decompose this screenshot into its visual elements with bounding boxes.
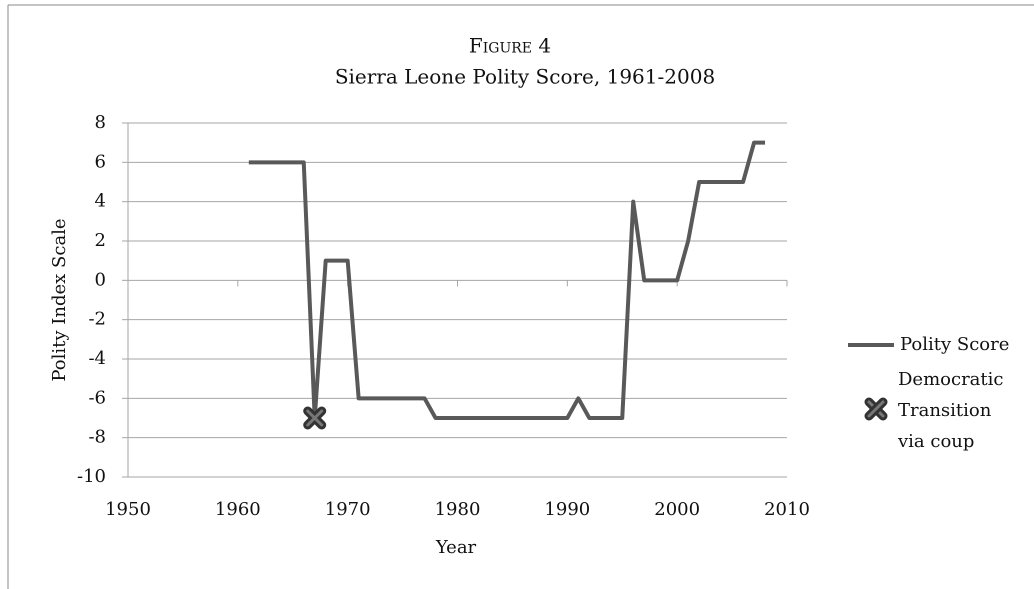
x-tick-label: 1970	[325, 499, 371, 520]
marker	[303, 406, 327, 430]
legend-label: Polity Score	[900, 334, 1010, 355]
x-axis-label: Year	[435, 537, 477, 558]
chart-subtitle: Sierra Leone Polity Score, 1961-2008	[335, 65, 715, 89]
y-tick-label: -6	[88, 387, 106, 408]
x-tick-label: 1950	[105, 499, 151, 520]
x-tick-label: 1990	[544, 499, 590, 520]
marker-stroke	[306, 409, 324, 427]
y-tick-label: -10	[77, 466, 106, 487]
x-tick-label: 2000	[654, 499, 700, 520]
x-tick-label: 1960	[215, 499, 261, 520]
y-tick-label: 0	[95, 269, 106, 290]
y-tick-label: 4	[95, 191, 106, 212]
x-tick-label: 1980	[435, 499, 481, 520]
chart-title: Figure 4	[469, 34, 551, 58]
x-tick-label: 2010	[764, 499, 810, 520]
y-tick-label: 2	[95, 230, 106, 251]
y-axis-label: Polity Index Scale	[49, 218, 70, 381]
y-tick-label: 8	[95, 112, 106, 133]
y-tick-label: 6	[95, 151, 106, 172]
line-series	[248, 140, 766, 420]
legend-marker	[864, 397, 888, 421]
y-tick-label: -4	[88, 348, 106, 369]
y-tick-label: -8	[88, 427, 106, 448]
legend-marker-stroke	[867, 400, 885, 418]
legend-label: Democratic Transition via coup	[898, 369, 1004, 452]
y-tick-label: -2	[88, 309, 106, 330]
